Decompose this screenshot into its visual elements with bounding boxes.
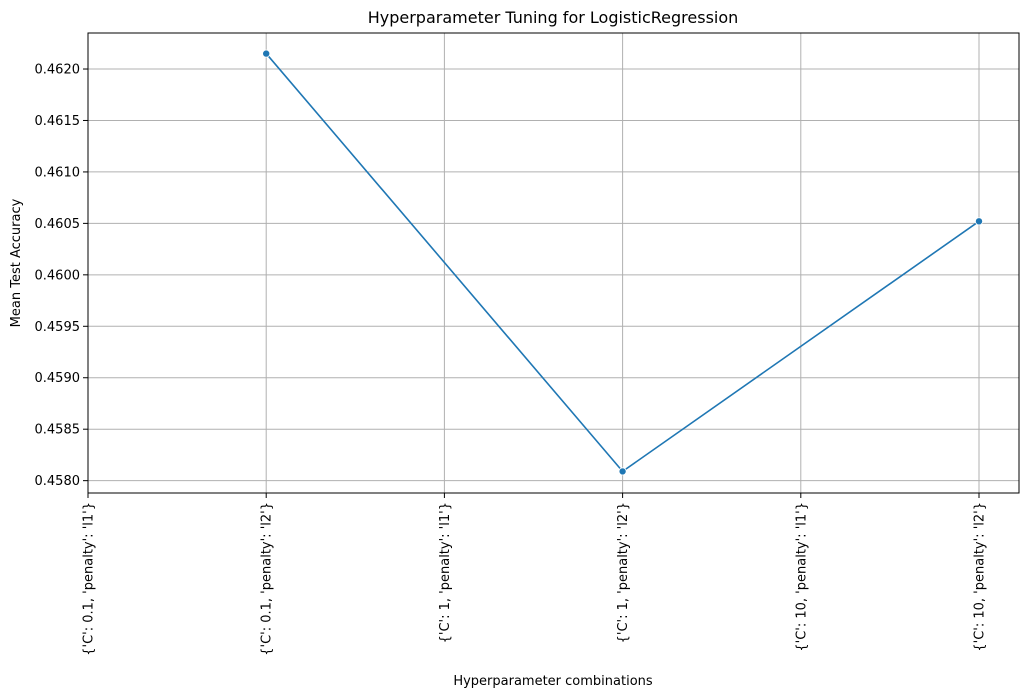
x-tick-label: {'C': 1, 'penalty': 'l1'} bbox=[438, 502, 453, 643]
data-point bbox=[975, 217, 984, 226]
x-tick-label: {'C': 1, 'penalty': 'l2'} bbox=[616, 502, 631, 643]
y-tick-label: 0.4585 bbox=[35, 423, 81, 438]
y-axis-label: Mean Test Accuracy bbox=[9, 198, 24, 327]
y-axis-ticks: 0.4580 0.4585 0.4590 0.4595 0.4600 0.4605 0.46… bbox=[35, 63, 88, 489]
y-tick-label: 0.4580 bbox=[35, 474, 81, 489]
plot-frame bbox=[87, 32, 1020, 494]
y-tick-label: 0.4615 bbox=[35, 114, 81, 129]
data-series bbox=[262, 49, 984, 476]
y-tick-label: 0.4610 bbox=[35, 165, 81, 180]
y-tick-label: 0.4595 bbox=[35, 320, 81, 335]
y-tick-label: 0.4600 bbox=[35, 268, 81, 283]
y-tick-label: 0.4620 bbox=[35, 63, 81, 78]
data-point bbox=[618, 467, 627, 476]
x-axis-label: Hyperparameter combinations bbox=[453, 674, 653, 689]
data-point bbox=[262, 49, 271, 58]
y-tick-label: 0.4605 bbox=[35, 217, 81, 232]
grid bbox=[87, 33, 1019, 493]
chart-title: Hyperparameter Tuning for LogisticRegres… bbox=[368, 8, 739, 27]
x-tick-label: {'C': 10, 'penalty': 'l1'} bbox=[794, 502, 809, 652]
y-tick-label: 0.4590 bbox=[35, 371, 81, 386]
x-tick-label: {'C': 0.1, 'penalty': 'l2'} bbox=[260, 502, 275, 656]
x-tick-label: {'C': 10, 'penalty': 'l2'} bbox=[973, 502, 988, 652]
x-tick-label: {'C': 0.1, 'penalty': 'l1'} bbox=[82, 502, 97, 656]
x-axis-ticks: {'C': 0.1, 'penalty': 'l1'} {'C': 0.1, 'p… bbox=[82, 493, 988, 656]
